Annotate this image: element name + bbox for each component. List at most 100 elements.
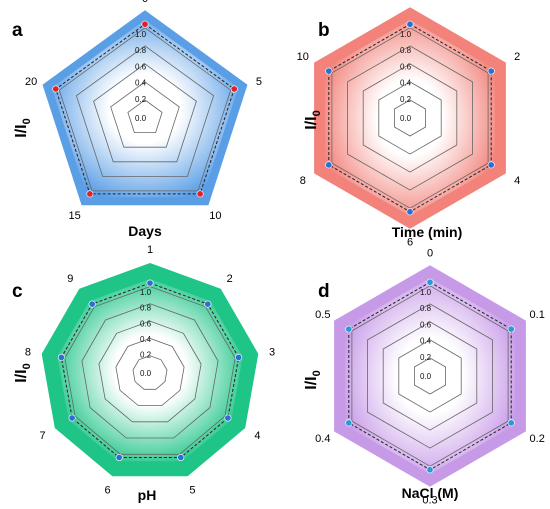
category-label: 5 [189, 485, 195, 497]
radar-fill [57, 279, 243, 462]
radar-grid-ring [362, 63, 458, 173]
radar-panel-c: 0.0 0.2 0.4 0.6 0.8 1.0 1 2 3 4 5 6 7 8 9 c I/I0 pH [12, 244, 275, 503]
radar-point [406, 20, 414, 28]
radar-fill [51, 20, 239, 198]
category-label: 20 [25, 76, 37, 88]
x-axis-label: Days [128, 223, 162, 239]
radar-point [325, 67, 333, 75]
radar-fill [345, 278, 515, 474]
radar-grid-ring [110, 81, 180, 148]
radar-grid-ring [378, 81, 442, 155]
panel-letter: d [318, 281, 330, 302]
x-axis-label: Time (min) [392, 224, 463, 240]
category-label: 0 [407, 0, 413, 1]
radial-tick-label: 1.0 [400, 30, 412, 39]
radar-grid-ring [367, 303, 493, 449]
radar-panel-a: 0.0 0.2 0.4 0.6 0.8 1.0 0 5 10 15 20 a I/I0 Days [12, 0, 262, 239]
radar-point [345, 419, 353, 427]
radar-point [204, 300, 212, 308]
radar-grid-ring [382, 321, 478, 431]
category-label: 0 [142, 0, 148, 5]
category-label: 8 [300, 175, 306, 187]
radial-tick-label: 0.2 [135, 95, 147, 104]
radar-point [426, 466, 434, 474]
category-label: 2 [227, 273, 233, 285]
radial-tick-label: 0.8 [420, 304, 432, 313]
category-label: 10 [209, 210, 221, 222]
y-axis-label: I/I0 [303, 110, 323, 129]
radar-grid-ring [98, 320, 202, 423]
radar-point [487, 161, 495, 169]
radar-point [235, 353, 243, 361]
radial-tick-label: 0.8 [135, 46, 147, 55]
radar-point [88, 300, 96, 308]
radar-grid-ring [347, 45, 473, 191]
radar-point [52, 85, 60, 93]
category-label: 0.1 [530, 309, 545, 321]
category-label: 4 [514, 175, 520, 187]
category-label: 1 [147, 244, 153, 256]
radar-grid-ring [75, 45, 215, 177]
radar-grid-ring [115, 337, 185, 406]
radar-series-line [55, 23, 235, 195]
radar-point [86, 190, 94, 198]
radial-tick-label: 1.0 [140, 288, 152, 297]
radial-tick-label: 0.4 [420, 337, 432, 346]
radar-grid-ring [81, 303, 219, 439]
radar-point [68, 414, 76, 422]
y-axis-label: I/I0 [13, 118, 33, 137]
radar-point [177, 453, 185, 461]
radar-point [141, 20, 149, 28]
radial-tick-label: 0.0 [400, 114, 412, 123]
radial-tick-label: 0.6 [420, 320, 432, 329]
radial-tick-label: 0.8 [140, 304, 152, 313]
y-axis-label: I/I0 [303, 370, 323, 389]
radial-tick-label: 0.6 [140, 319, 152, 328]
category-label: 2 [514, 51, 520, 63]
radial-tick-label: 0.6 [135, 62, 147, 71]
radar-grid-ring [64, 286, 236, 455]
radial-tick-label: 0.2 [400, 95, 412, 104]
category-label: 6 [105, 485, 111, 497]
radial-tick-label: 0.0 [135, 114, 147, 123]
radar-fill [325, 20, 495, 216]
radial-tick-label: 0.4 [140, 335, 152, 344]
radial-tick-label: 0.0 [420, 372, 432, 381]
category-label: 0.5 [315, 309, 330, 321]
category-label: 0 [427, 247, 433, 259]
panel-letter: b [318, 20, 330, 41]
panel-letter: a [12, 20, 23, 41]
category-label: 9 [67, 273, 73, 285]
radar-grid-ring [58, 27, 232, 192]
radar-point [426, 278, 434, 286]
category-label: 10 [297, 51, 309, 63]
radar-grid-ring [393, 99, 427, 137]
radar-panel-b: 0.0 0.2 0.4 0.6 0.8 1.0 0 2 4 6 8 10 b I/I0 Time (min) [297, 0, 521, 249]
category-label: 3 [269, 347, 275, 359]
radar-grid-ring [398, 339, 462, 413]
radial-tick-label: 0.0 [140, 369, 152, 378]
radar-point [196, 190, 204, 198]
category-label: 0.3 [422, 495, 437, 507]
radial-tick-label: 0.4 [135, 79, 147, 88]
radial-tick-label: 0.2 [140, 350, 152, 359]
radar-grid-ring [127, 99, 163, 134]
x-axis-label: pH [138, 487, 157, 503]
radar-point [507, 419, 515, 427]
radial-tick-label: 0.2 [420, 353, 432, 362]
panel-letter: c [12, 281, 23, 302]
category-label: 0.2 [530, 433, 545, 445]
radial-tick-label: 1.0 [420, 288, 432, 297]
x-axis-label: NaCl (M) [402, 485, 459, 501]
category-label: 15 [68, 210, 80, 222]
radar-grid-ring [413, 357, 447, 395]
y-axis-label: I/I0 [13, 363, 33, 382]
radar-point [406, 208, 414, 216]
radar-grid-ring [351, 285, 509, 467]
category-label: 5 [256, 76, 262, 88]
radar-point [115, 453, 123, 461]
category-label: 4 [254, 430, 260, 442]
radar-point [325, 161, 333, 169]
category-label: 6 [407, 237, 413, 249]
